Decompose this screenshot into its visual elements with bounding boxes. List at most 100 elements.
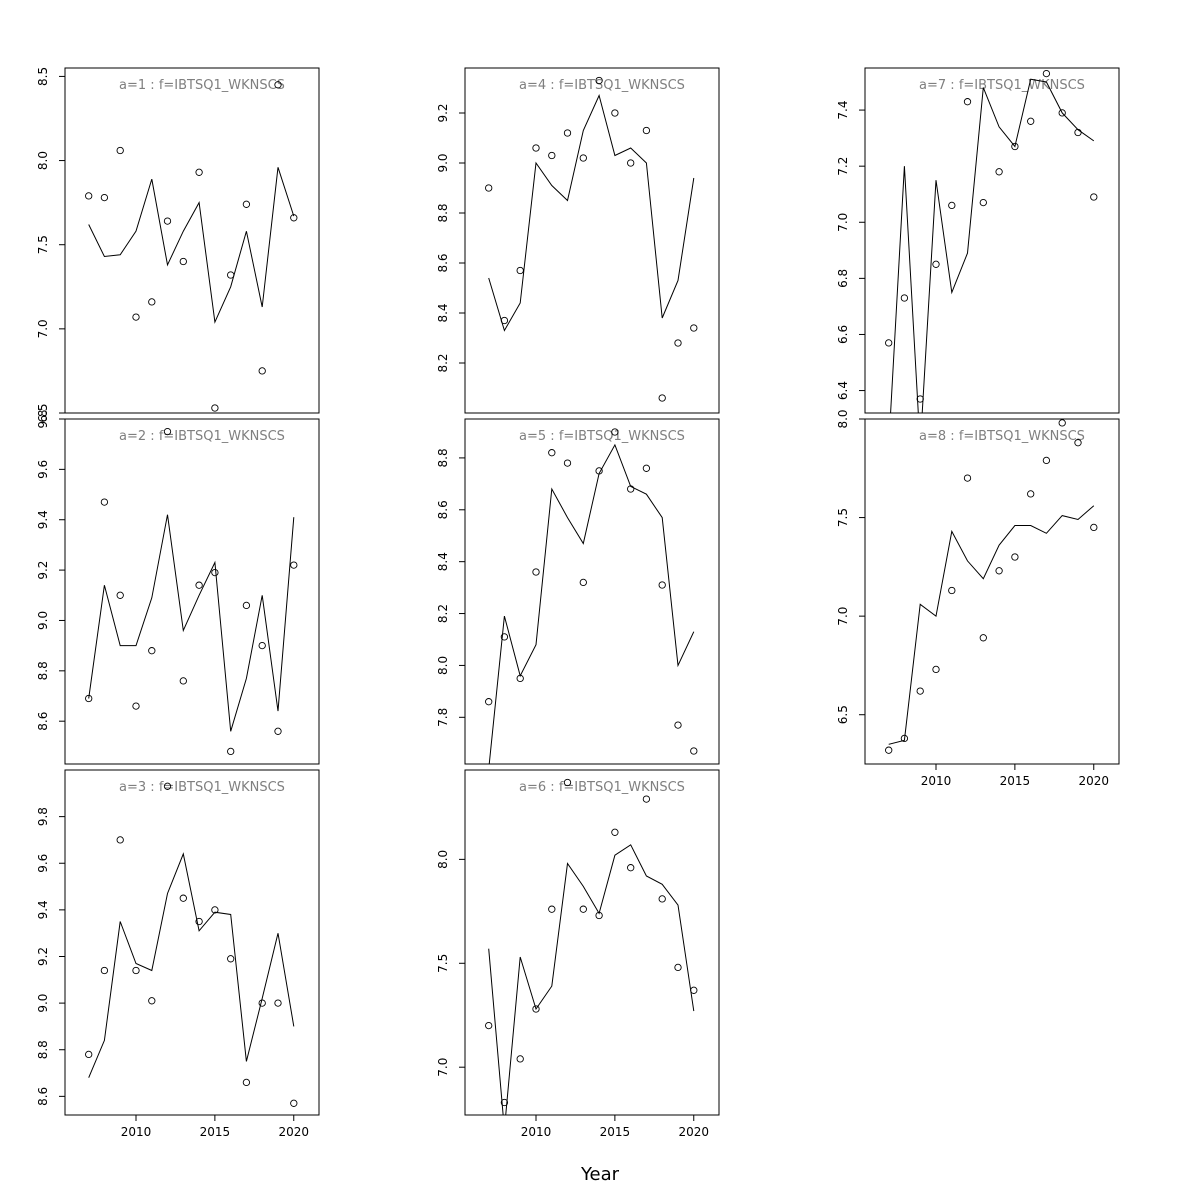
panel-4-observed-point <box>595 76 603 85</box>
panel-5-ytick-label: 7.8 <box>436 708 450 727</box>
panel-1-observed-point <box>195 168 203 176</box>
panel-2-ytick-label: 8.8 <box>36 661 50 680</box>
panel-5-observed-point <box>485 698 493 706</box>
panel-4-ytick-label: 8.8 <box>436 203 450 222</box>
panel-7-ytick-label: 6.6 <box>836 325 850 344</box>
panel-3-observed-point <box>242 1078 251 1087</box>
panel-1-observed-point <box>100 193 109 202</box>
panel-7: a=7 : f=IBTSQ1_WKNSCS 6.4 6.6 6.8 7.0 7.2 7.4 <box>836 67 1120 414</box>
panel-1-ytick-label: 6.5 <box>36 403 50 422</box>
panel-4-ytick-label: 8.6 <box>436 253 450 272</box>
panel-6-frame <box>464 769 720 1116</box>
panel-3-ytick-label: 9.0 <box>36 994 50 1013</box>
panel-3-fitted-line <box>88 852 295 1078</box>
panel-6: a=6 : f=IBTSQ1_WKNSCS 7.0 7.5 8.0 2010 2015 20… <box>436 769 720 1139</box>
panel-3-observed-point <box>116 836 124 844</box>
panel-4-observed-point <box>690 324 698 332</box>
panel-2-ytick-label: 8.6 <box>36 712 50 731</box>
panel-4-frame <box>464 67 720 414</box>
panel-4-fitted-line <box>488 94 695 332</box>
panel-2-observed-point <box>227 747 235 756</box>
panel-4-observed-point <box>548 151 556 160</box>
panel-2-ytick-label: 9.0 <box>36 611 50 630</box>
panel-2-observed-point <box>258 641 266 650</box>
panel-2-frame <box>64 418 320 765</box>
panel-1-observed-point <box>116 146 124 155</box>
panel-3-observed-point <box>211 906 219 914</box>
panel-1-ytick-label: 8.0 <box>36 151 50 170</box>
panel-6-xtick-label: 2010 <box>521 1125 552 1139</box>
panel-6-observed-point <box>500 1098 509 1107</box>
panel-4-observed-point <box>579 154 587 162</box>
panel-2-observed-point <box>132 702 140 710</box>
panel-5-observed-point <box>548 449 556 457</box>
panel-7-label: a=7 : f=IBTSQ1_WKNSCS <box>919 78 1085 93</box>
panel-6-observed-point <box>674 963 682 972</box>
panel-1-observed-point <box>85 192 93 200</box>
panel-3-label: a=3 : f=IBTSQ1_WKNSCS <box>119 780 285 795</box>
panel-3-observed-point <box>195 917 203 926</box>
panel-4-observed-point <box>627 159 635 167</box>
panel-6-xtick-label: 2015 <box>600 1125 631 1139</box>
panel-8-observed-point <box>948 586 956 595</box>
panel-3-observed-point <box>179 894 187 902</box>
panel-2-observed-point <box>274 727 282 735</box>
panel-6-xtick-label: 2020 <box>678 1125 709 1139</box>
panel-3-plot-area <box>85 782 298 1107</box>
panel-6-observed-point <box>611 828 619 836</box>
panel-5: a=5 : f=IBTSQ1_WKNSCS 7.8 8.0 8.2 8.4 8.6 8.8 <box>436 418 720 765</box>
panel-8-observed-point <box>1090 523 1098 532</box>
panel-6-ytick-label: 8.0 <box>436 850 450 869</box>
panel-7-observed-point <box>885 339 893 347</box>
panel-6-label: a=6 : f=IBTSQ1_WKNSCS <box>519 780 685 795</box>
panel-1-observed-point <box>290 214 298 222</box>
panel-4-plot-area <box>485 76 698 402</box>
panel-7-observed-point <box>916 395 924 403</box>
panel-1-observed-point <box>148 298 156 306</box>
panel-3-ytick-label: 9.6 <box>36 854 50 873</box>
panel-3-observed-point <box>148 997 156 1005</box>
panel-6-observed-point <box>690 986 698 994</box>
panel-5-ytick-label: 8.6 <box>436 500 450 519</box>
panel-6-fitted-line <box>488 844 695 1115</box>
panel-2-fitted-line <box>88 514 295 732</box>
panel-7-observed-point <box>963 98 972 106</box>
panel-7-observed-point <box>1042 69 1051 78</box>
panel-5-observed-point <box>627 485 635 493</box>
panel-6-observed-point <box>563 778 572 787</box>
panel-3-frame <box>64 769 320 1116</box>
panel-4-observed-point <box>485 184 493 192</box>
panel-6-observed-point <box>485 1021 493 1030</box>
panel-2-plot-area <box>85 427 298 756</box>
panel-7-observed-point <box>1090 193 1098 201</box>
panel-6-observed-point <box>548 905 556 913</box>
panel-4-observed-point <box>642 126 651 135</box>
panel-1-observed-point <box>211 404 219 412</box>
panel-8-observed-point <box>916 687 924 695</box>
panel-7-observed-point <box>1027 117 1035 125</box>
panel-6-observed-point <box>595 911 603 920</box>
panel-4-observed-point <box>563 129 572 137</box>
x-axis-title: Year <box>580 1164 620 1185</box>
panel-8-observed-point <box>1027 490 1035 498</box>
panel-1-fitted-line <box>88 167 295 324</box>
panel-2-observed-point <box>290 561 298 569</box>
panel-3-xtick-label: 2020 <box>278 1125 309 1139</box>
panel-7-observed-point <box>1074 128 1082 137</box>
panel-3-observed-point <box>258 999 266 1007</box>
panel-1-observed-point <box>163 217 172 225</box>
panel-8-xtick-label: 2020 <box>1078 774 1109 788</box>
panel-8-observed-point <box>1074 439 1082 447</box>
panel-1-observed-point <box>179 257 187 266</box>
panel-8-observed-point <box>885 746 893 754</box>
panel-2-label: a=2 : f=IBTSQ1_WKNSCS <box>119 429 285 444</box>
panel-6-plot-area <box>485 778 698 1115</box>
panel-8-fitted-line <box>888 505 1095 745</box>
panel-5-frame <box>464 418 720 765</box>
panel-3-observed-point <box>132 966 140 975</box>
panel-4-observed-point <box>516 266 524 275</box>
panel-2-observed-point <box>195 581 203 589</box>
panel-7-ytick-label: 7.4 <box>836 101 850 120</box>
panel-5-observed-point <box>563 459 572 467</box>
panel-8-ytick-label: 7.0 <box>836 607 850 626</box>
